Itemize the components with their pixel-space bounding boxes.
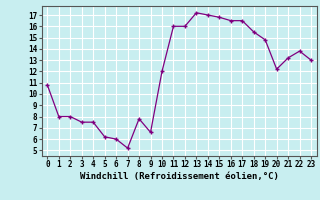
X-axis label: Windchill (Refroidissement éolien,°C): Windchill (Refroidissement éolien,°C)	[80, 172, 279, 181]
